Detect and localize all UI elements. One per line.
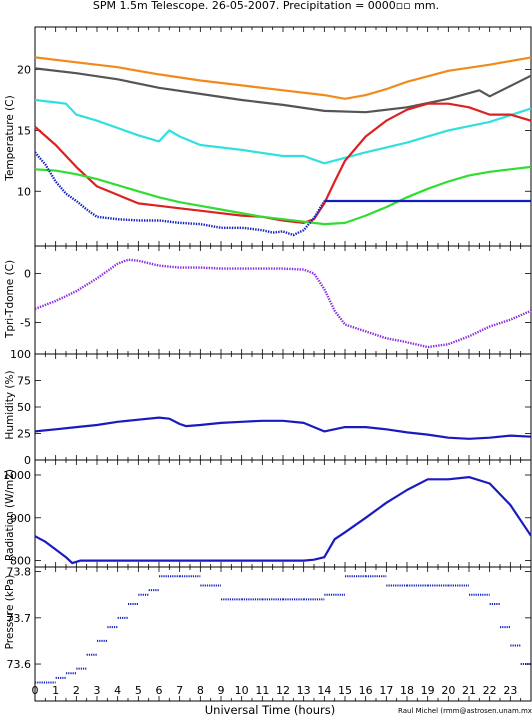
plot-frame xyxy=(34,245,532,355)
y-tick-label: 73.7 xyxy=(7,612,32,625)
x-tick-label: 13 xyxy=(297,684,311,697)
x-tick-label: 7 xyxy=(176,684,183,697)
x-tick-label: 19 xyxy=(421,684,435,697)
y-tick-label: 75 xyxy=(17,375,31,388)
series-line xyxy=(34,67,532,114)
x-tick-label: 12 xyxy=(276,684,290,697)
y-tick-label: 73.6 xyxy=(7,658,32,671)
series-line xyxy=(34,165,532,226)
series-line xyxy=(34,56,532,100)
series-line xyxy=(34,102,532,224)
ylabel-temperature: Temperature (C) xyxy=(4,95,16,181)
series-points xyxy=(34,151,326,237)
y-tick-label: 0 xyxy=(24,454,31,467)
plot-frame xyxy=(34,26,532,247)
y-tick-label: 15 xyxy=(17,124,31,137)
x-tick-label: 4 xyxy=(114,684,121,697)
y-tick-label: 20 xyxy=(17,64,31,77)
x-tick-label: 5 xyxy=(135,684,142,697)
x-tick-label: 11 xyxy=(255,684,269,697)
x-tick-label: 1 xyxy=(52,684,59,697)
y-tick-label: 800 xyxy=(10,555,31,568)
x-tick-label: 22 xyxy=(483,684,497,697)
y-tick-label: 100 xyxy=(10,348,31,361)
plot-frame xyxy=(34,353,532,461)
x-tick-label: 3 xyxy=(94,684,101,697)
plot-frame xyxy=(34,566,532,702)
y-tick-label: 50 xyxy=(17,401,31,414)
y-tick-label: 73.8 xyxy=(7,566,32,579)
x-tick-labels: 0 1 2 3 4 5 6 7 8 9 10 11 12 13 14 15 16 17 18 19 20 21 22 23 xyxy=(32,684,518,697)
y-tick-label: 10 xyxy=(17,185,31,198)
x-tick-label: 21 xyxy=(462,684,476,697)
x-tick-label: 23 xyxy=(503,684,517,697)
x-tick-label: 14 xyxy=(317,684,331,697)
x-tick-label: 15 xyxy=(338,684,352,697)
panel-radiation: Radiation (W/m2) 800 900 1000 xyxy=(3,459,532,568)
x-tick-label: 0 xyxy=(32,684,39,697)
y-tick-label: -5 xyxy=(20,317,31,330)
series-line xyxy=(34,98,532,165)
x-tick-label: 17 xyxy=(379,684,393,697)
x-tick-label: 6 xyxy=(156,684,163,697)
credit-text: Raul Michel (rmm@astrosen.unam.mx) xyxy=(398,707,532,715)
panel-tpri-tdome: Tpri-Tdome (C) -5 0 xyxy=(4,245,532,355)
panel-temperature: Temperature (C) 10 15 20 xyxy=(4,26,532,247)
y-tick-label: 25 xyxy=(17,428,31,441)
panel-humidity: Humidity (%) 0 25 50 75 100 xyxy=(4,348,532,467)
y-tick-label: 0 xyxy=(24,267,31,280)
x-tick-label: 9 xyxy=(218,684,225,697)
x-tick-label: 20 xyxy=(441,684,455,697)
y-tick-label: 900 xyxy=(10,512,31,525)
series-line xyxy=(34,416,532,440)
ylabel-tpri-tdome: Tpri-Tdome (C) xyxy=(4,260,16,339)
x-tick-label: 2 xyxy=(73,684,80,697)
series-points xyxy=(34,258,532,349)
x-tick-label: 10 xyxy=(235,684,249,697)
panel-pressure: Pressure (kPa) 73.6 73.7 73.8 xyxy=(4,566,532,702)
chart-title: SPM 1.5m Telescope. 26-05-2007. Precipit… xyxy=(93,0,439,12)
ylabel-pressure: Pressure (kPa) xyxy=(4,575,16,650)
plot-frame xyxy=(34,459,532,568)
y-tick-label: 1000 xyxy=(3,469,31,482)
x-axis-label: Universal Time (hours) xyxy=(205,703,336,717)
ylabel-radiation: Radiation (W/m2) xyxy=(4,469,16,561)
x-tick-label: 16 xyxy=(359,684,373,697)
ylabel-humidity: Humidity (%) xyxy=(4,370,16,439)
x-tick-label: 18 xyxy=(400,684,414,697)
series-line xyxy=(34,476,532,565)
x-tick-label: 8 xyxy=(197,684,204,697)
